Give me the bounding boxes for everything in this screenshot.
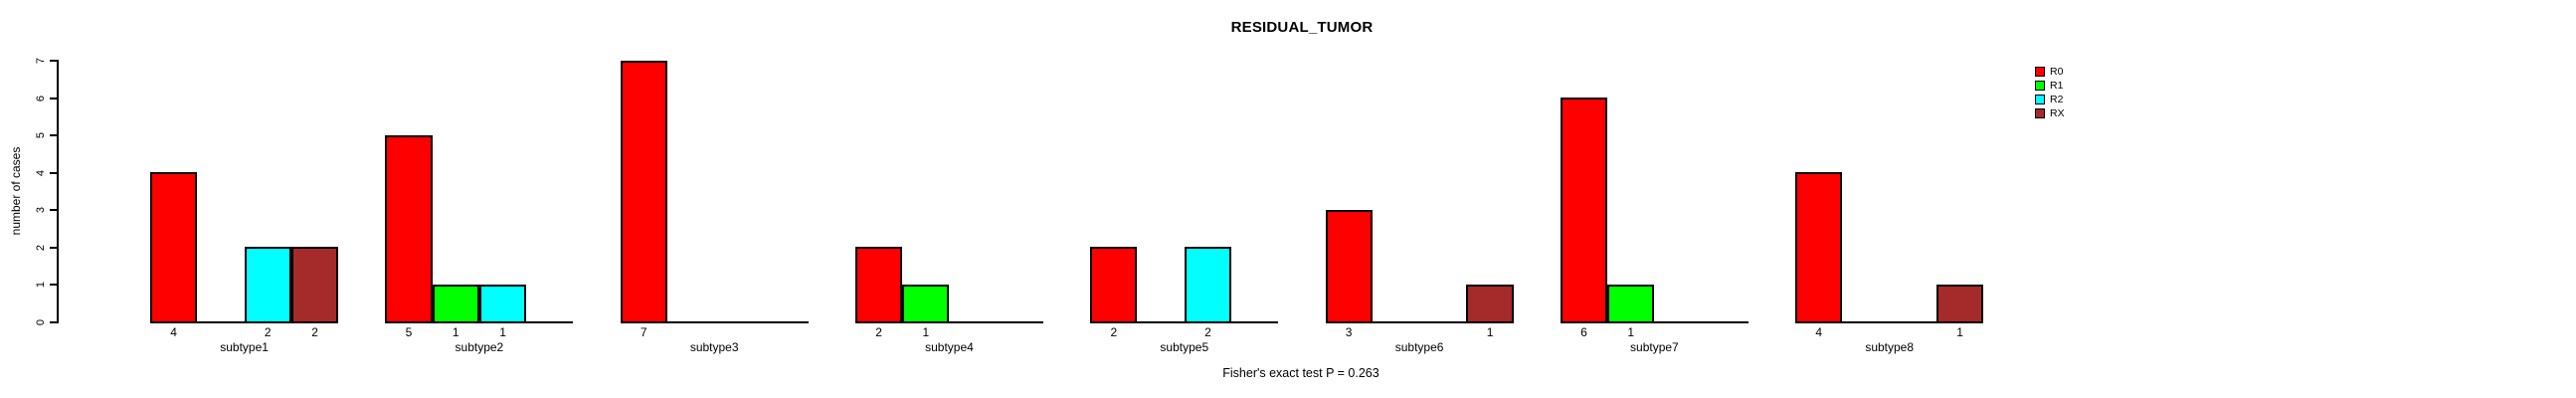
group-label-subtype7: subtype7 xyxy=(1630,340,1679,354)
bar-value-label: 1 xyxy=(1486,325,1494,339)
bar-R1-subtype2 xyxy=(432,284,479,323)
legend-swatch-RX xyxy=(2035,108,2045,118)
group-label-subtype6: subtype6 xyxy=(1394,340,1444,354)
bar-value-label: 2 xyxy=(1204,325,1211,339)
group-label-subtype5: subtype5 xyxy=(1160,340,1209,354)
group-label-subtype8: subtype8 xyxy=(1865,340,1915,354)
legend-label-R0: R0 xyxy=(2050,66,2064,78)
bar-value-label: 2 xyxy=(311,325,318,339)
y-tick xyxy=(50,209,58,211)
bar-value-label: 3 xyxy=(1345,325,1353,339)
bar-value-label: 4 xyxy=(1815,325,1823,339)
legend-item-R0: R0 xyxy=(2035,67,2065,77)
bar-R0-subtype2 xyxy=(385,134,433,323)
bar-value-label: 1 xyxy=(922,325,930,339)
group-label-subtype4: subtype4 xyxy=(925,340,974,354)
bar-value-label: 1 xyxy=(1627,325,1635,339)
y-tick-label: 2 xyxy=(35,244,47,251)
bar-R0-subtype7 xyxy=(1560,98,1608,323)
group-label-subtype3: subtype3 xyxy=(689,340,739,354)
y-tick xyxy=(50,284,58,286)
legend-label-RX: RX xyxy=(2050,107,2065,119)
bar-value-label: 1 xyxy=(452,325,460,339)
bar-RX-subtype1 xyxy=(290,247,339,323)
bar-R0-subtype5 xyxy=(1090,247,1138,323)
bar-value-label: 2 xyxy=(875,325,882,339)
bar-R1-subtype7 xyxy=(1607,284,1655,323)
group-label-subtype1: subtype1 xyxy=(220,340,269,354)
bar-R1-subtype4 xyxy=(902,284,950,323)
y-tick xyxy=(50,60,58,62)
bar-R0-subtype4 xyxy=(854,247,903,323)
bar-R2-subtype2 xyxy=(478,284,527,323)
y-tick-label: 3 xyxy=(35,206,47,214)
bar-R2-subtype5 xyxy=(1184,247,1232,323)
bar-value-label: 4 xyxy=(170,325,177,339)
legend-label-R2: R2 xyxy=(2050,94,2064,105)
bar-value-label: 5 xyxy=(405,325,413,339)
bar-value-label: 2 xyxy=(264,325,272,339)
chart-title: RESIDUAL_TUMOR xyxy=(1230,19,1374,36)
y-tick-label: 7 xyxy=(35,57,47,65)
bar-R0-subtype6 xyxy=(1325,209,1373,323)
group-baseline xyxy=(1560,321,1748,323)
bar-value-label: 6 xyxy=(1580,325,1587,339)
legend-swatch-R2 xyxy=(2035,95,2045,104)
fisher-test-caption: Fisher's exact test P = 0.263 xyxy=(1222,366,1380,380)
y-tick xyxy=(50,171,58,174)
bar-RX-subtype6 xyxy=(1466,284,1514,323)
y-tick-label: 6 xyxy=(35,95,47,101)
bar-value-label: 7 xyxy=(640,325,647,339)
bar-RX-subtype8 xyxy=(1936,284,1984,323)
bar-R0-subtype3 xyxy=(620,60,667,323)
y-tick xyxy=(50,320,58,323)
y-tick-label: 0 xyxy=(35,318,47,325)
bar-R0-subtype1 xyxy=(150,172,198,323)
group-baseline xyxy=(620,321,809,323)
bar-R2-subtype1 xyxy=(244,247,291,323)
legend-label-R1: R1 xyxy=(2050,80,2064,92)
legend-swatch-R0 xyxy=(2035,67,2045,77)
group-label-subtype2: subtype2 xyxy=(455,340,504,354)
y-tick-label: 4 xyxy=(35,169,47,176)
legend: R0 R1 R2 RX xyxy=(2035,67,2065,122)
group-baseline xyxy=(854,321,1044,323)
y-tick xyxy=(50,97,58,100)
group-baseline xyxy=(1325,321,1514,323)
y-tick-label: 5 xyxy=(35,131,47,139)
group-baseline xyxy=(1795,321,1984,323)
legend-item-RX: RX xyxy=(2035,108,2065,118)
bar-value-label: 2 xyxy=(1110,325,1118,339)
legend-swatch-R1 xyxy=(2035,81,2045,91)
legend-item-R2: R2 xyxy=(2035,95,2065,104)
y-tick xyxy=(50,246,58,249)
y-tick xyxy=(50,134,58,136)
y-axis-line xyxy=(57,60,59,323)
y-tick-label: 1 xyxy=(35,281,47,289)
bar-value-label: 1 xyxy=(499,325,506,339)
group-baseline xyxy=(1090,321,1279,323)
bar-value-label: 1 xyxy=(1956,325,1963,339)
legend-item-R1: R1 xyxy=(2035,81,2065,91)
bar-R0-subtype8 xyxy=(1795,172,1843,323)
